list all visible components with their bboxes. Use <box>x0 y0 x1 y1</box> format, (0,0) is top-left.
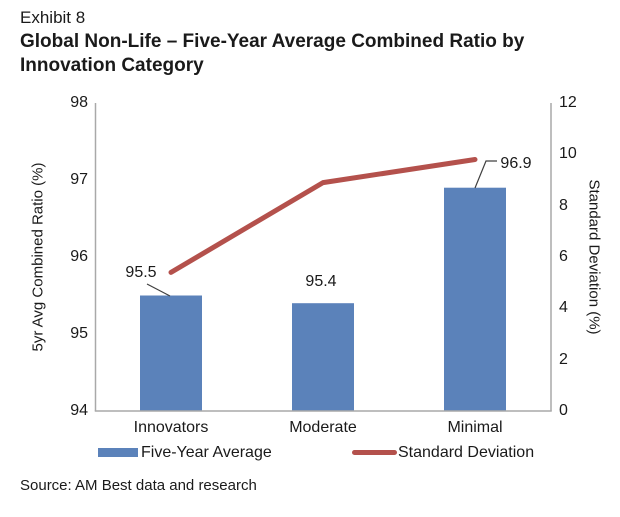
left-axis-tick-96: 96 <box>70 248 88 265</box>
right-axis-tick-0: 0 <box>559 402 568 419</box>
right-axis-tick-4: 4 <box>559 299 568 316</box>
data-label-innovators: 95.5 <box>125 264 157 281</box>
standard-deviation-line <box>168 157 478 275</box>
exhibit-label: Exhibit 8 <box>20 8 86 27</box>
leader-line-minimal <box>474 160 497 189</box>
category-label-minimal: Minimal <box>447 419 503 436</box>
bar-minimal <box>444 187 506 411</box>
legend-line-label: Standard Deviation <box>398 444 535 461</box>
left-axis-tick-98: 98 <box>70 94 88 111</box>
left-axis-tick-94: 94 <box>70 402 88 419</box>
leader-line-innovators <box>146 283 171 297</box>
legend-line-swatch <box>352 450 397 455</box>
bar-moderate <box>292 303 354 411</box>
source-note: Source: AM Best data and research <box>20 477 257 494</box>
right-axis-tick-2: 2 <box>559 351 568 368</box>
data-label-minimal: 96.9 <box>500 155 532 172</box>
right-axis-tick-6: 6 <box>559 248 568 265</box>
left-axis-tick-97: 97 <box>70 171 88 188</box>
data-label-moderate: 95.4 <box>305 273 337 290</box>
legend-bar-label: Five-Year Average <box>141 444 272 461</box>
chart-title: Global Non-Life – Five-Year Average Comb… <box>20 31 525 76</box>
legend-bar-swatch <box>98 448 138 457</box>
right-axis-tick-8: 8 <box>559 197 568 214</box>
category-label-innovators: Innovators <box>133 419 209 436</box>
category-label-moderate: Moderate <box>289 419 357 436</box>
left-axis-tick-95: 95 <box>70 325 88 342</box>
right-axis-title: Standard Deviation (%) <box>585 179 603 335</box>
left-axis-title: 5yr Avg Combined Ratio (%) <box>29 162 47 352</box>
right-axis-tick-10: 10 <box>559 145 577 162</box>
right-axis-tick-12: 12 <box>559 94 577 111</box>
bar-innovators <box>140 295 202 411</box>
